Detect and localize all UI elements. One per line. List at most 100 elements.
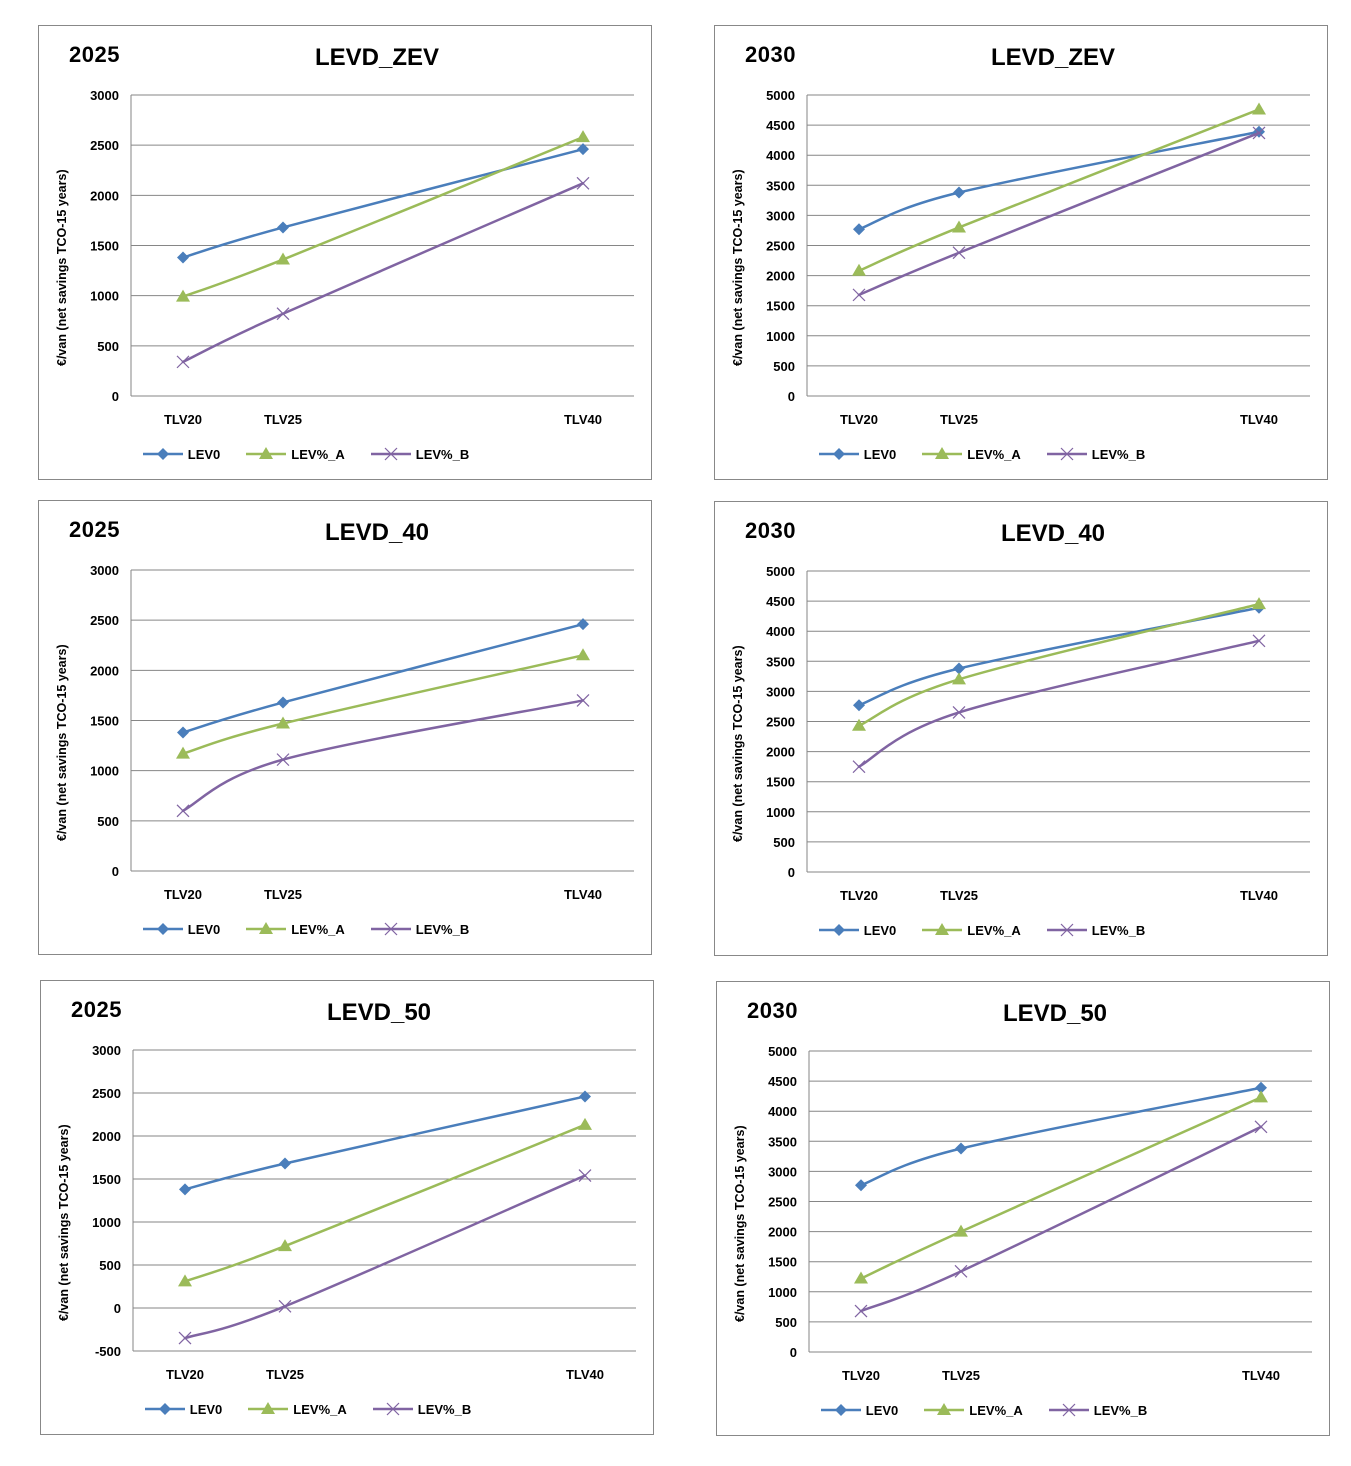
legend-label: LEV%_A <box>291 921 345 937</box>
data-point-diamond <box>953 186 965 199</box>
y-tick-label: 3000 <box>90 563 119 578</box>
diamond-marker-icon <box>832 448 845 460</box>
y-tick-label: 1000 <box>766 329 795 344</box>
data-point-diamond <box>577 143 589 156</box>
x-tick-label: TLV25 <box>264 887 302 902</box>
legend-swatch-x-icon <box>1046 447 1087 461</box>
data-point-triangle <box>176 746 190 759</box>
legend-label: LEV0 <box>189 1401 223 1417</box>
y-tick-label: 2500 <box>92 1086 121 1101</box>
y-tick-label: 2500 <box>90 613 119 628</box>
chart-title: LEVD_40 <box>324 519 430 546</box>
chart-title: LEVD_50 <box>326 999 432 1026</box>
x-tick-label: TLV20 <box>840 412 878 427</box>
data-point-diamond <box>577 618 589 631</box>
series-line-lev0 <box>181 147 585 259</box>
chart-plot: 0 500 1000 1500 2000 2500 3000 TLV20 TLV25 TLV40 <box>90 88 634 427</box>
y-tick-label: 4000 <box>766 148 795 163</box>
y-tick-label: 3000 <box>90 88 119 103</box>
diamond-marker-icon <box>834 1404 847 1416</box>
chart-title: LEVD_ZEV <box>990 44 1116 71</box>
y-tick-label: 3000 <box>766 684 795 699</box>
data-point-x <box>178 1331 192 1345</box>
y-tick-label: 0 <box>112 389 119 404</box>
y-tick-label: 1000 <box>766 805 795 820</box>
data-point-diamond <box>277 221 289 234</box>
chart-title: LEVD_40 <box>1000 520 1106 547</box>
data-point-x <box>576 694 590 707</box>
x-tick-label: TLV25 <box>940 412 978 427</box>
legend-swatch-diamond-icon <box>818 924 859 936</box>
chart-year-label: 2030 <box>745 518 796 543</box>
y-tick-label: 500 <box>97 814 119 829</box>
x-marker-icon <box>1062 1403 1076 1417</box>
y-tick-label: 2500 <box>90 138 119 153</box>
y-tick-label: 500 <box>99 1258 121 1273</box>
data-point-x <box>1252 634 1266 648</box>
data-point-x <box>852 760 866 774</box>
series-line-lev-a <box>857 108 1261 273</box>
data-point-triangle <box>576 648 590 661</box>
legend-swatch-diamond-icon <box>818 448 859 460</box>
series-line-lev-a <box>857 602 1261 727</box>
y-tick-label: 0 <box>788 389 795 404</box>
y-tick-label: 1500 <box>90 239 119 254</box>
legend-label: LEV%_B <box>415 446 470 462</box>
legend-item: LEV%_A <box>246 1401 347 1417</box>
legend-label: LEV0 <box>187 921 221 937</box>
y-tick-label: 2500 <box>768 1195 797 1210</box>
chart-legend: LEV0 LEV%_A LEV%_B <box>39 446 651 462</box>
x-marker-icon <box>386 1402 400 1416</box>
legend-label: LEV%_B <box>1091 446 1146 462</box>
series-line-lev-a <box>181 654 585 755</box>
legend-swatch-triangle-icon <box>246 922 287 934</box>
data-point-x <box>952 706 966 719</box>
data-point-diamond <box>855 1179 867 1192</box>
legend-item: LEV%_B <box>369 446 469 462</box>
legend-item: LEV%_B <box>1045 446 1145 462</box>
legend-label: LEV0 <box>865 1402 899 1418</box>
legend-item: LEV0 <box>817 922 896 938</box>
y-tick-label: 2000 <box>90 663 119 678</box>
diamond-marker-icon <box>156 448 169 460</box>
chart-legend: LEV0 LEV%_A LEV%_B <box>715 446 1327 462</box>
triangle-marker-icon <box>935 447 950 459</box>
x-tick-label: TLV25 <box>942 1368 980 1383</box>
data-point-triangle <box>852 718 866 731</box>
series-line-lev0 <box>859 1086 1263 1187</box>
data-point-diamond <box>953 662 965 675</box>
legend-swatch-diamond-icon <box>144 1403 185 1415</box>
y-tick-label: 3000 <box>766 208 795 223</box>
y-tick-label: 3000 <box>768 1164 797 1179</box>
data-point-triangle <box>852 263 866 276</box>
chart-year-label: 2025 <box>69 517 120 542</box>
data-point-x <box>276 307 290 321</box>
data-point-triangle <box>178 1274 192 1287</box>
legend-swatch-x-icon <box>370 447 411 461</box>
legend-label: LEV%_B <box>1091 922 1146 938</box>
series-line-lev-b <box>181 182 585 364</box>
chart-year-label: 2030 <box>745 42 796 67</box>
legend-item: LEV%_A <box>920 922 1021 938</box>
data-point-x <box>176 804 190 818</box>
x-marker-icon <box>1060 923 1074 937</box>
y-tick-label: 0 <box>112 864 119 879</box>
chart-panel-2025-levd-50: 2025 LEVD_50 €/van (net savings TCO-15 yea… <box>40 980 654 1435</box>
legend-swatch-x-icon <box>1048 1403 1089 1417</box>
legend-item: LEV0 <box>141 446 220 462</box>
data-point-x <box>854 1304 868 1318</box>
data-point-diamond <box>579 1090 591 1103</box>
x-tick-label: TLV40 <box>564 412 602 427</box>
y-tick-label: 2000 <box>766 269 795 284</box>
data-point-triangle <box>1252 597 1266 610</box>
legend-swatch-triangle-icon <box>922 923 963 935</box>
legend-item: LEV%_A <box>244 921 345 937</box>
data-point-diamond <box>955 1142 967 1155</box>
data-point-x <box>1254 1120 1268 1134</box>
legend-label: LEV%_B <box>1093 1402 1148 1418</box>
x-tick-label: TLV40 <box>564 887 602 902</box>
triangle-marker-icon <box>935 923 950 935</box>
diamond-marker-icon <box>158 1403 171 1415</box>
data-point-diamond <box>177 251 189 264</box>
y-tick-label: 5000 <box>768 1044 797 1059</box>
